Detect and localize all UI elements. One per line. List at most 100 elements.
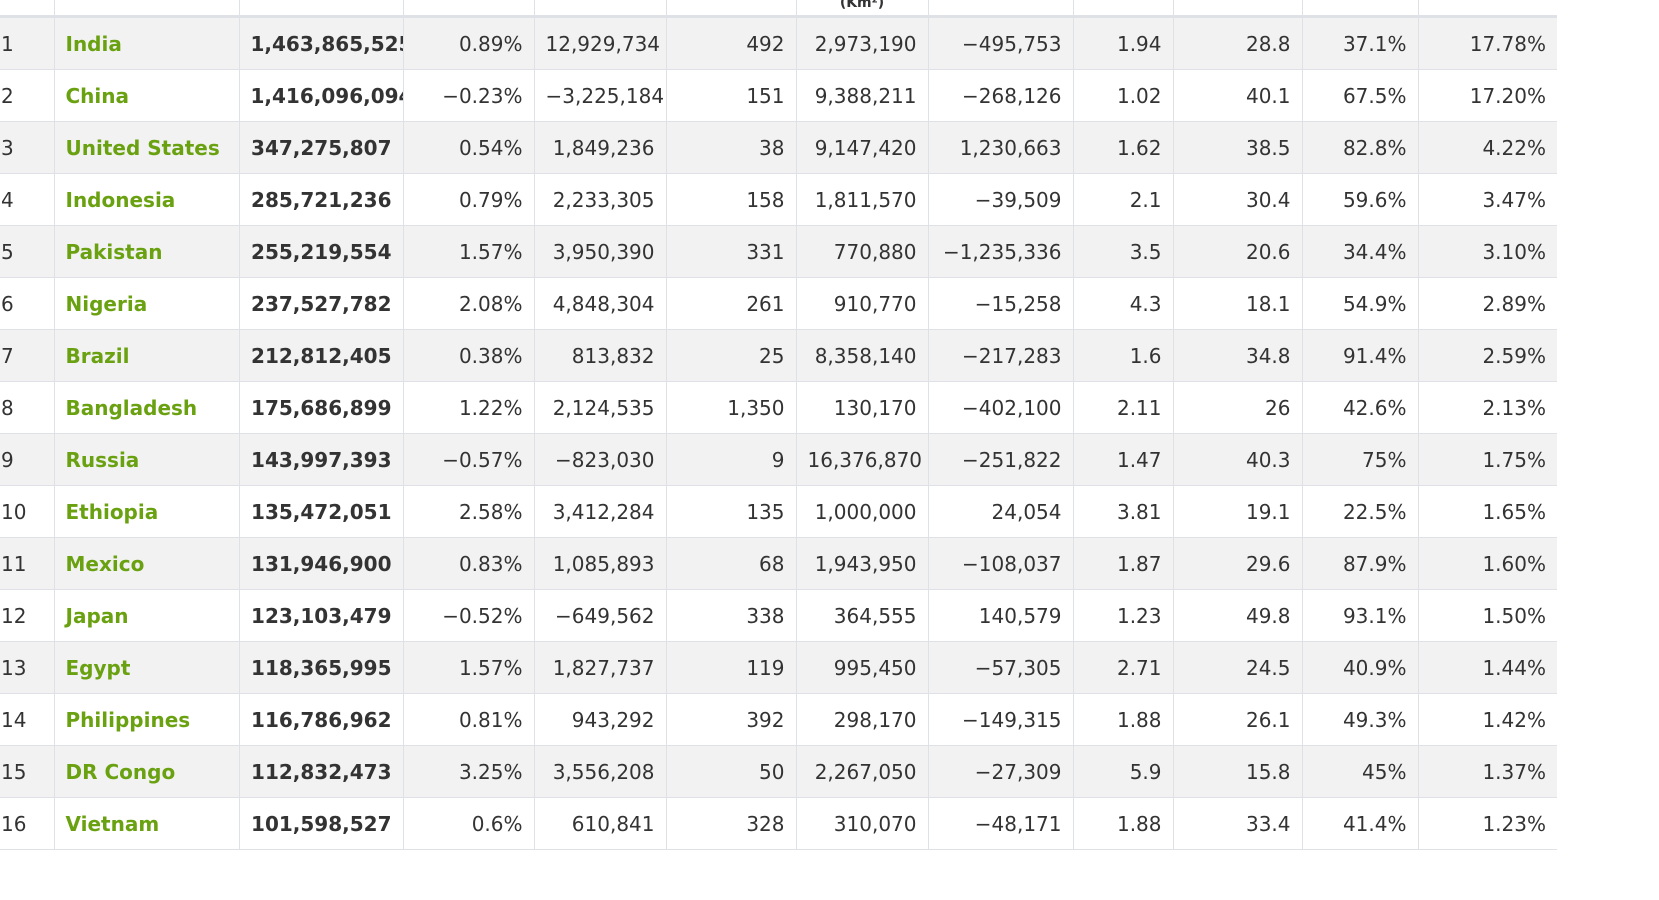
yearly-change-cell: 0.81% bbox=[403, 693, 535, 746]
rank-cell: 13 bbox=[0, 641, 55, 694]
country-link[interactable]: India bbox=[65, 31, 122, 56]
land-area-cell: 8,358,140 bbox=[796, 329, 929, 382]
table-row: 3 United States 347,275,807 0.54% 1,849,236 3… bbox=[0, 121, 1557, 174]
fertility-cell: 1.62 bbox=[1073, 121, 1174, 174]
table-body: 1 India 1,463,865,525 0.89% 12,929,734 492 2,9… bbox=[0, 16, 1557, 850]
country-link[interactable]: Philippines bbox=[65, 707, 191, 732]
rank-cell: 16 bbox=[0, 797, 55, 850]
country-link[interactable]: Japan bbox=[65, 603, 129, 628]
header-rank[interactable] bbox=[0, 0, 55, 18]
country-link[interactable]: Vietnam bbox=[65, 811, 160, 836]
country-cell: Egypt bbox=[54, 641, 240, 694]
migrants-cell: −495,753 bbox=[928, 16, 1074, 70]
yearly-change-cell: −0.57% bbox=[403, 433, 535, 486]
world-share-cell: 17.78% bbox=[1418, 16, 1557, 70]
country-link[interactable]: Ethiopia bbox=[65, 499, 159, 524]
country-link[interactable]: Nigeria bbox=[65, 291, 148, 316]
density-cell: 328 bbox=[666, 797, 797, 850]
country-link[interactable]: Bangladesh bbox=[65, 395, 198, 420]
country-cell: India bbox=[54, 16, 240, 70]
rank-cell: 9 bbox=[0, 433, 55, 486]
urban-pop-cell: 59.6% bbox=[1302, 173, 1419, 226]
yearly-change-cell: 0.6% bbox=[403, 797, 535, 850]
country-link[interactable]: Pakistan bbox=[65, 239, 163, 264]
median-age-cell: 26 bbox=[1173, 381, 1303, 434]
rank-cell: 15 bbox=[0, 745, 55, 798]
header-fertility[interactable] bbox=[1073, 0, 1174, 18]
world-share-cell: 4.22% bbox=[1418, 121, 1557, 174]
urban-pop-cell: 82.8% bbox=[1302, 121, 1419, 174]
country-link[interactable]: Indonesia bbox=[65, 187, 176, 212]
header-migrants[interactable] bbox=[928, 0, 1074, 18]
world-share-cell: 2.89% bbox=[1418, 277, 1557, 330]
density-cell: 25 bbox=[666, 329, 797, 382]
world-share-cell: 1.37% bbox=[1418, 745, 1557, 798]
country-link[interactable]: Mexico bbox=[65, 551, 145, 576]
header-population[interactable] bbox=[239, 0, 404, 18]
net-change-cell: −3,225,184 bbox=[534, 69, 667, 122]
table-row: 5 Pakistan 255,219,554 1.57% 3,950,390 331 770… bbox=[0, 225, 1557, 278]
world-share-cell: 1.23% bbox=[1418, 797, 1557, 850]
country-link[interactable]: China bbox=[65, 83, 130, 108]
table-row: 6 Nigeria 237,527,782 2.08% 4,848,304 261 910,… bbox=[0, 277, 1557, 330]
median-age-cell: 49.8 bbox=[1173, 589, 1303, 642]
rank-cell: 7 bbox=[0, 329, 55, 382]
table-row: 13 Egypt 118,365,995 1.57% 1,827,737 119 995,4… bbox=[0, 641, 1557, 694]
density-cell: 1,350 bbox=[666, 381, 797, 434]
country-link[interactable]: Egypt bbox=[65, 655, 131, 680]
median-age-cell: 40.1 bbox=[1173, 69, 1303, 122]
rank-cell: 12 bbox=[0, 589, 55, 642]
country-cell: Mexico bbox=[54, 537, 240, 590]
country-link[interactable]: DR Congo bbox=[65, 759, 176, 784]
country-cell: Nigeria bbox=[54, 277, 240, 330]
country-link[interactable]: Russia bbox=[65, 447, 140, 472]
urban-pop-cell: 40.9% bbox=[1302, 641, 1419, 694]
median-age-cell: 24.5 bbox=[1173, 641, 1303, 694]
header-yearly-change[interactable] bbox=[403, 0, 535, 18]
migrants-cell: −39,509 bbox=[928, 173, 1074, 226]
population-cell: 1,416,096,094 bbox=[239, 69, 404, 122]
header-country[interactable] bbox=[54, 0, 240, 18]
density-cell: 135 bbox=[666, 485, 797, 538]
table-row: 1 India 1,463,865,525 0.89% 12,929,734 492 2,9… bbox=[0, 16, 1557, 70]
median-age-cell: 26.1 bbox=[1173, 693, 1303, 746]
urban-pop-cell: 42.6% bbox=[1302, 381, 1419, 434]
net-change-cell: 2,233,305 bbox=[534, 173, 667, 226]
land-area-cell: 1,000,000 bbox=[796, 485, 929, 538]
header-density[interactable] bbox=[666, 0, 797, 18]
header-land-area[interactable]: (Km²) bbox=[796, 0, 929, 18]
population-cell: 285,721,236 bbox=[239, 173, 404, 226]
header-median-age[interactable] bbox=[1173, 0, 1303, 18]
fertility-cell: 2.11 bbox=[1073, 381, 1174, 434]
world-share-cell: 17.20% bbox=[1418, 69, 1557, 122]
population-cell: 255,219,554 bbox=[239, 225, 404, 278]
country-link[interactable]: Brazil bbox=[65, 343, 130, 368]
land-area-cell: 2,973,190 bbox=[796, 16, 929, 70]
country-cell: Russia bbox=[54, 433, 240, 486]
header-world-share[interactable] bbox=[1418, 0, 1557, 18]
urban-pop-cell: 93.1% bbox=[1302, 589, 1419, 642]
table-row: 11 Mexico 131,946,900 0.83% 1,085,893 68 1,943… bbox=[0, 537, 1557, 590]
rank-cell: 5 bbox=[0, 225, 55, 278]
country-link[interactable]: United States bbox=[65, 135, 220, 160]
rank-cell: 3 bbox=[0, 121, 55, 174]
yearly-change-cell: 2.08% bbox=[403, 277, 535, 330]
world-share-cell: 1.75% bbox=[1418, 433, 1557, 486]
country-cell: DR Congo bbox=[54, 745, 240, 798]
urban-pop-cell: 49.3% bbox=[1302, 693, 1419, 746]
fertility-cell: 1.23 bbox=[1073, 589, 1174, 642]
net-change-cell: 610,841 bbox=[534, 797, 667, 850]
header-net-change[interactable] bbox=[534, 0, 667, 18]
land-area-cell: 995,450 bbox=[796, 641, 929, 694]
yearly-change-cell: 3.25% bbox=[403, 745, 535, 798]
table-header-row: (Km²) bbox=[0, 0, 1557, 18]
yearly-change-cell: 0.83% bbox=[403, 537, 535, 590]
country-cell: Pakistan bbox=[54, 225, 240, 278]
net-change-cell: 1,827,737 bbox=[534, 641, 667, 694]
urban-pop-cell: 75% bbox=[1302, 433, 1419, 486]
fertility-cell: 2.71 bbox=[1073, 641, 1174, 694]
header-urban-pop[interactable] bbox=[1302, 0, 1419, 18]
urban-pop-cell: 91.4% bbox=[1302, 329, 1419, 382]
population-cell: 175,686,899 bbox=[239, 381, 404, 434]
